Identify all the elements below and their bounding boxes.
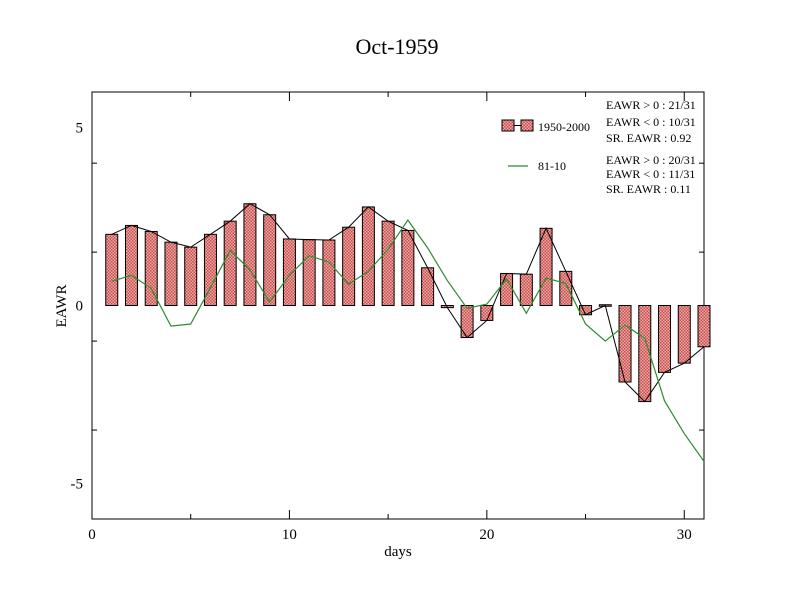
stats-81-10-positive: EAWR > 0 : 20/31 <box>606 153 696 167</box>
bar-day-13 <box>342 226 356 306</box>
bar-day-3 <box>144 230 158 306</box>
legend-swatch-bar-right <box>520 119 534 132</box>
y-axis-label: EAWR <box>54 285 70 328</box>
bar-day-30 <box>677 305 691 364</box>
x-tick-label: 30 <box>677 527 692 543</box>
legend-label-1950-2000: 1950-2000 <box>538 120 590 134</box>
bar-day-4 <box>164 241 178 306</box>
stats-1950-2000-negative: EAWR < 0 : 10/31 <box>606 115 696 129</box>
x-tick-label: 20 <box>479 527 494 543</box>
axes: 0 10 20 30 -5 0 5 <box>71 92 704 543</box>
y-tick-label: -5 <box>71 476 84 492</box>
x-tick-label: 0 <box>88 527 96 543</box>
bar-day-29 <box>658 305 672 373</box>
line-series-1950-2000 <box>111 203 705 403</box>
bar-day-20 <box>480 305 494 321</box>
bar-day-16 <box>401 229 415 307</box>
bar-day-24 <box>559 270 573 306</box>
y-tick-label: 5 <box>76 121 84 137</box>
bar-day-25 <box>579 305 593 316</box>
legend-label-81-10: 81-10 <box>538 159 566 173</box>
bar-day-7 <box>223 220 237 306</box>
chart-title: Oct-1959 <box>355 34 438 59</box>
bar-day-12 <box>322 239 336 307</box>
bar-day-14 <box>361 206 375 307</box>
bar-day-19 <box>460 305 474 339</box>
bar-day-2 <box>124 224 138 306</box>
legend-swatch-bar-left <box>501 119 515 132</box>
x-axis-label: days <box>384 544 412 560</box>
lines <box>111 203 705 462</box>
line-series-81-10 <box>111 219 705 462</box>
bar-day-22 <box>519 273 533 307</box>
bar-day-15 <box>381 220 395 306</box>
stats-1950-2000-positive: EAWR > 0 : 21/31 <box>606 98 696 112</box>
legend: 1950-2000 81-10 EAWR > 0 : 21/31 EAWR < … <box>501 98 696 196</box>
bar-day-10 <box>282 238 296 306</box>
x-tick-label: 10 <box>282 527 297 543</box>
bars-series-1950-2000 <box>105 203 711 403</box>
stats-81-10-negative: EAWR < 0 : 11/31 <box>606 167 695 181</box>
bar-day-5 <box>184 246 198 306</box>
bar-day-8 <box>243 203 257 307</box>
bar-day-9 <box>263 214 277 306</box>
bar-day-17 <box>421 267 435 307</box>
stats-81-10-sr: SR. EAWR : 0.11 <box>606 182 691 196</box>
y-tick-label: 0 <box>76 299 84 315</box>
stats-1950-2000-sr: SR. EAWR : 0.92 <box>606 131 691 145</box>
bar-day-27 <box>618 305 632 383</box>
bar-day-23 <box>539 227 553 306</box>
bar-day-31 <box>697 305 711 348</box>
bar-day-1 <box>105 233 119 306</box>
bar-day-11 <box>302 239 316 307</box>
